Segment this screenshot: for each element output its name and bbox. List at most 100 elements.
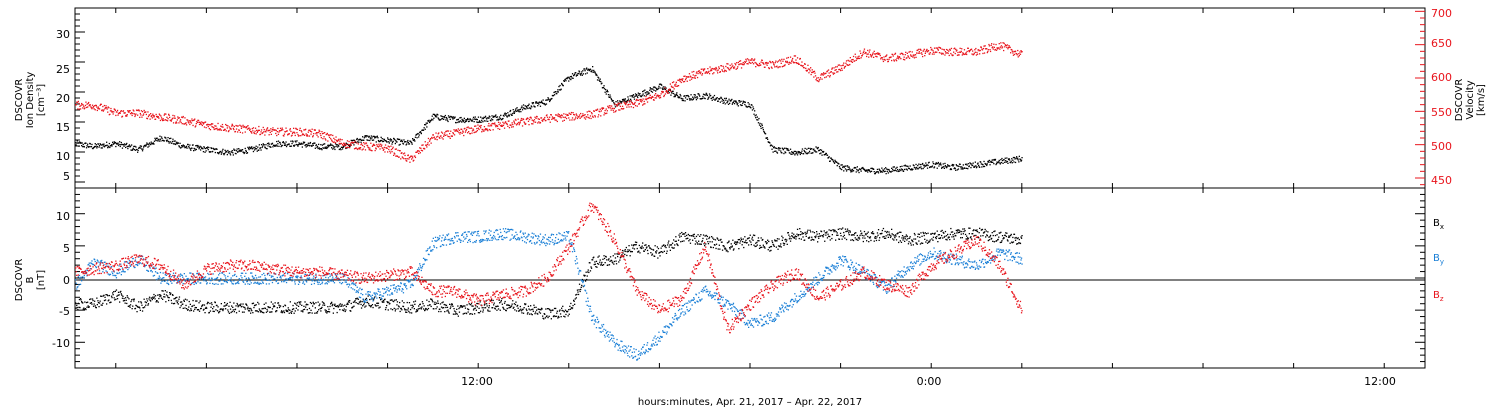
data-point: [98, 146, 100, 148]
data-point: [133, 145, 135, 148]
data-point: [571, 77, 573, 79]
data-point: [603, 85, 605, 87]
data-point: [371, 137, 373, 139]
data-point: [1000, 159, 1002, 161]
data-point: [722, 65, 724, 67]
data-point: [714, 244, 716, 246]
data-point: [484, 115, 487, 117]
data-point: [680, 78, 682, 81]
data-point: [774, 62, 776, 64]
data-point: [269, 131, 271, 133]
data-point: [729, 247, 731, 249]
data-point: [355, 298, 357, 300]
data-point: [249, 307, 251, 310]
data-point: [450, 130, 452, 132]
data-point: [650, 97, 652, 100]
data-point: [398, 156, 400, 158]
data-point: [785, 61, 787, 64]
data-point: [935, 163, 937, 165]
data-point: [105, 105, 107, 107]
data-point: [143, 113, 145, 115]
data-point: [158, 294, 160, 296]
data-point: [456, 313, 458, 315]
data-point: [600, 263, 602, 265]
data-point: [210, 123, 213, 125]
data-point: [169, 137, 171, 140]
data-point: [959, 47, 961, 49]
data-point: [940, 164, 942, 166]
data-point: [424, 124, 426, 126]
data-point: [459, 305, 462, 307]
data-point: [165, 301, 167, 303]
data-point: [758, 65, 760, 67]
data-point: [707, 71, 710, 73]
data-point: [299, 303, 301, 305]
data-point: [837, 71, 839, 73]
data-point: [534, 313, 536, 315]
data-point: [794, 154, 796, 156]
data-point: [862, 51, 864, 54]
data-point: [212, 310, 214, 312]
data-point: [187, 119, 189, 121]
data-point: [879, 169, 881, 171]
data-point: [669, 244, 671, 246]
data-point: [142, 148, 144, 150]
data-point: [293, 308, 295, 310]
data-point: [322, 138, 324, 140]
data-point: [137, 114, 139, 116]
data-point: [701, 74, 703, 76]
data-point: [523, 307, 525, 309]
data-point: [599, 111, 601, 113]
data-point: [898, 58, 900, 60]
data-point: [107, 106, 109, 108]
data-point: [330, 143, 332, 145]
data-point: [243, 306, 245, 308]
data-point: [408, 310, 410, 313]
data-point: [229, 154, 232, 156]
data-point: [85, 106, 88, 109]
data-point: [863, 48, 866, 50]
data-point: [578, 283, 581, 285]
data-point: [338, 304, 340, 306]
data-point: [509, 306, 512, 309]
data-point: [301, 143, 303, 145]
data-point: [920, 49, 922, 51]
data-point: [453, 117, 456, 119]
data-point: [536, 102, 538, 104]
data-point: [371, 150, 373, 152]
data-point: [621, 105, 624, 107]
data-point: [685, 77, 687, 79]
data-point: [1017, 159, 1019, 161]
data-point: [338, 305, 340, 308]
data-point: [570, 302, 572, 305]
data-point: [846, 165, 849, 167]
data-point: [918, 163, 920, 165]
data-point: [574, 118, 576, 120]
data-point: [604, 109, 606, 112]
data-point: [632, 245, 635, 247]
data-point: [424, 141, 426, 143]
data-point: [311, 312, 313, 314]
data-point: [350, 144, 352, 146]
data-point: [107, 147, 109, 149]
data-point: [113, 141, 115, 143]
data-point: [331, 301, 333, 303]
data-point: [949, 165, 951, 167]
data-point: [429, 304, 431, 306]
data-point: [389, 302, 391, 305]
data-point: [436, 136, 438, 138]
data-point: [394, 299, 396, 301]
data-point: [203, 147, 206, 149]
data-point: [463, 305, 465, 307]
data-point: [749, 105, 751, 108]
data-point: [728, 240, 730, 242]
data-point: [479, 125, 481, 127]
data-point: [643, 103, 645, 105]
data-point: [354, 300, 356, 302]
data-point: [210, 306, 212, 308]
data-point: [665, 89, 668, 92]
data-point: [287, 134, 289, 136]
data-point: [404, 154, 406, 157]
data-point: [293, 131, 295, 133]
data-point: [1012, 52, 1014, 54]
